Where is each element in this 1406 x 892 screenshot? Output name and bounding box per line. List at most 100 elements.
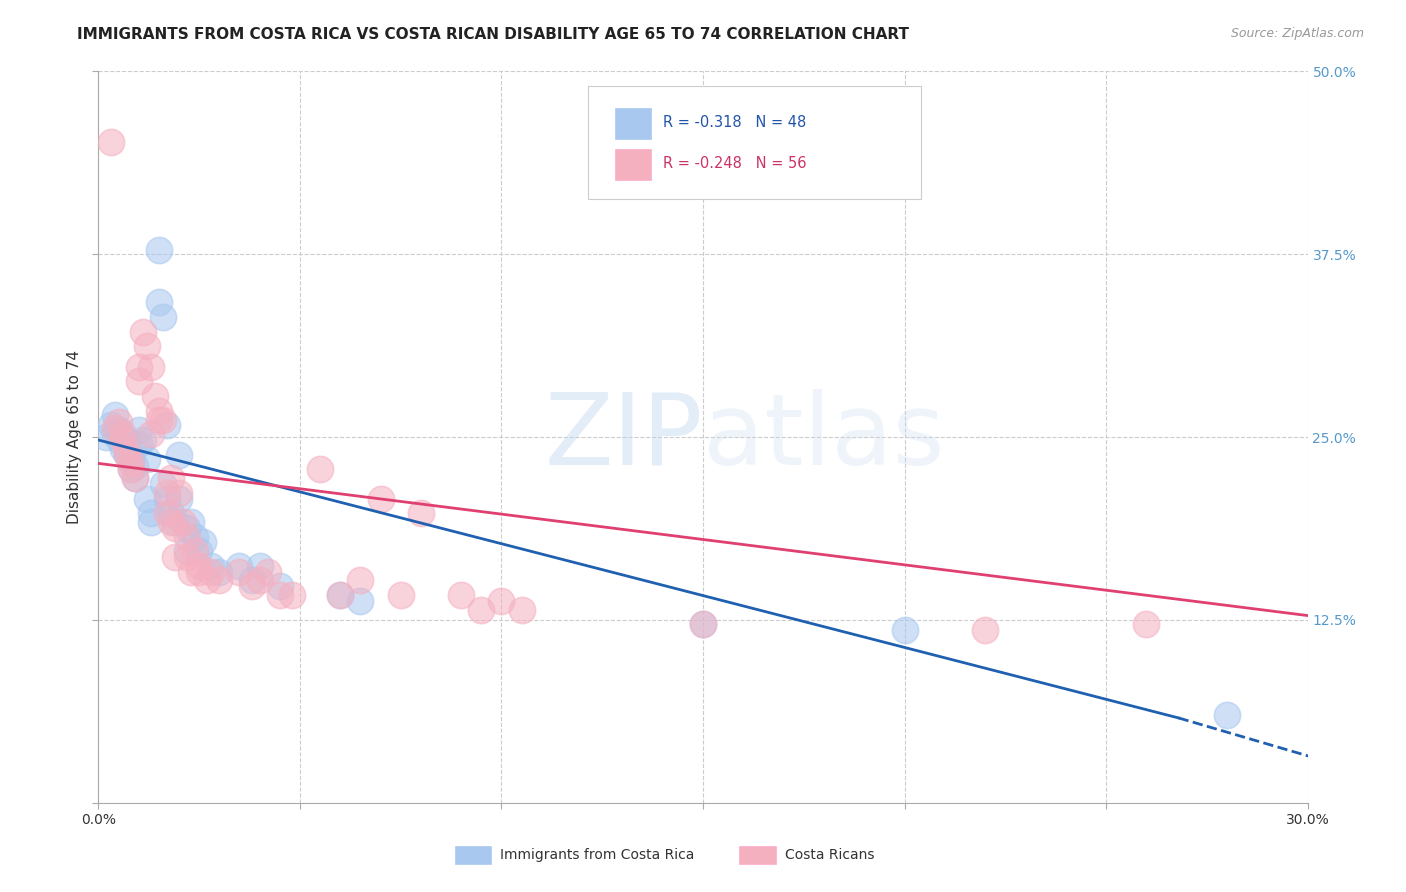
Point [163,521,186,535]
Point [208,565,231,579]
Point [974,623,997,637]
Point [148,403,170,417]
Point [188,558,211,573]
Point [249,574,271,588]
Point [120,452,142,467]
Text: Source: ZipAtlas.com: Source: ZipAtlas.com [1230,27,1364,40]
Point [139,427,162,442]
Point [160,471,183,485]
Point [510,603,533,617]
Point [167,448,190,462]
Point [200,558,222,573]
Point [156,491,179,506]
Point [188,544,211,558]
Text: Costa Ricans: Costa Ricans [785,847,875,862]
Point [115,448,138,462]
Point [329,588,352,602]
Point [249,558,271,573]
Point [103,408,125,422]
Point [156,506,179,520]
Point [281,588,304,602]
Point [152,476,174,491]
Point [128,423,150,437]
Point [115,448,138,462]
Point [156,418,179,433]
Point [208,574,231,588]
Text: R = -0.248   N = 56: R = -0.248 N = 56 [664,156,807,171]
Text: Immigrants from Costa Rica: Immigrants from Costa Rica [501,847,695,862]
Point [1216,708,1239,723]
Point [115,437,138,451]
Point [167,491,190,506]
Point [96,430,118,444]
Point [152,412,174,426]
Point [111,427,134,442]
Point [100,135,122,149]
Point [160,506,183,520]
Point [103,427,125,442]
Point [124,471,146,485]
Point [329,588,352,602]
Point [132,433,155,447]
Point [256,565,278,579]
Point [409,506,432,520]
Point [180,515,202,529]
Point [148,412,170,426]
Point [143,389,166,403]
Point [107,423,129,437]
Point [128,375,150,389]
Point [107,433,129,447]
Point [228,565,250,579]
Point [176,530,198,544]
Point [124,459,146,474]
Point [1135,617,1157,632]
Point [135,339,157,353]
Point [184,544,207,558]
Point [893,623,915,637]
Point [128,437,150,451]
Point [111,433,134,447]
Text: ZIP: ZIP [544,389,703,485]
Point [132,325,155,339]
Point [240,579,263,593]
Point [115,442,138,456]
Point [148,295,170,310]
Point [450,588,472,602]
Point [470,603,492,617]
Point [184,530,207,544]
Point [120,462,142,476]
Point [111,442,134,456]
Point [176,544,198,558]
Point [195,574,218,588]
Text: IMMIGRANTS FROM COSTA RICA VS COSTA RICAN DISABILITY AGE 65 TO 74 CORRELATION CH: IMMIGRANTS FROM COSTA RICA VS COSTA RICA… [77,27,910,42]
Point [139,506,162,520]
Point [160,515,183,529]
Point [107,416,129,430]
Point [176,521,198,535]
Point [309,462,332,476]
Point [120,457,142,471]
Text: R = -0.318   N = 48: R = -0.318 N = 48 [664,115,807,130]
Point [152,310,174,325]
Point [240,574,263,588]
Point [124,471,146,485]
Text: atlas: atlas [703,389,945,485]
Bar [614,108,651,138]
Point [163,515,186,529]
Point [128,359,150,374]
Point [111,430,134,444]
Point [228,558,250,573]
Point [193,535,215,549]
Point [172,515,194,529]
Point [176,549,198,564]
Point [163,549,186,564]
Bar [740,846,776,864]
Point [167,485,190,500]
Point [180,565,202,579]
Point [188,565,211,579]
FancyBboxPatch shape [588,86,921,200]
Point [269,579,291,593]
Point [269,588,291,602]
Point [349,594,371,608]
Point [349,574,371,588]
